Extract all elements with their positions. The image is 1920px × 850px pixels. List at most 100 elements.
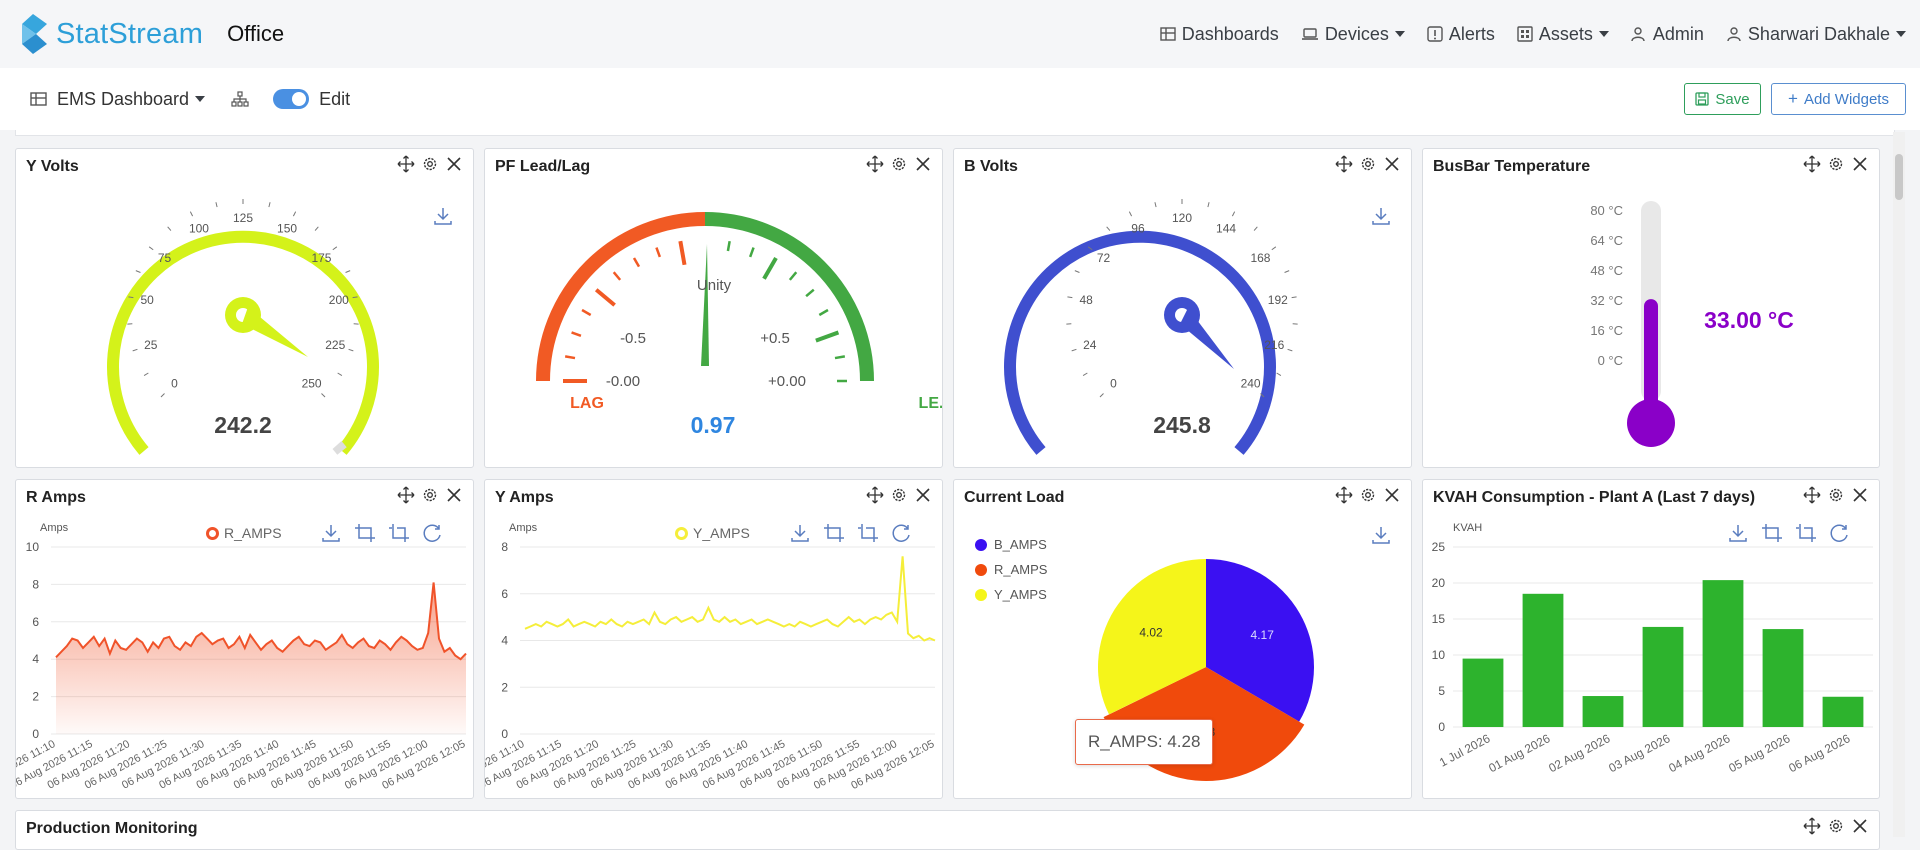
close-icon[interactable]	[1383, 155, 1401, 173]
chart-toolbox	[320, 523, 444, 543]
pie-legend-label: R_AMPS	[994, 562, 1048, 577]
pf-tick	[680, 241, 684, 265]
gear-icon[interactable]	[1359, 486, 1377, 504]
download-icon[interactable]	[1371, 206, 1391, 226]
download-icon[interactable]	[1371, 525, 1391, 545]
widget-title: R Amps	[26, 489, 86, 507]
close-icon[interactable]	[1851, 155, 1869, 173]
nav-dashboards[interactable]: Dashboards	[1160, 24, 1279, 45]
nav-alerts[interactable]: Alerts	[1427, 24, 1495, 45]
y-amps-legend[interactable]: Y_AMPS	[675, 525, 750, 541]
y-axis-label: Amps	[509, 522, 538, 534]
gauge-tick	[1072, 349, 1077, 351]
download-icon[interactable]	[320, 523, 342, 543]
y-tick-label: 10	[26, 540, 40, 554]
vertical-scrollbar[interactable]	[1893, 132, 1905, 837]
alert-icon	[1427, 26, 1443, 42]
gauge-tick	[1100, 393, 1104, 397]
zoom-area-icon[interactable]	[823, 523, 845, 543]
widget-controls	[860, 486, 932, 504]
gear-icon[interactable]	[421, 155, 439, 173]
nav-devices[interactable]: Devices	[1301, 24, 1405, 45]
gauge-tick	[1075, 271, 1080, 273]
move-icon[interactable]	[1335, 486, 1353, 504]
brand-name: StatStream	[56, 18, 203, 51]
r-amps-legend[interactable]: R_AMPS	[206, 525, 282, 541]
zoom-area-icon[interactable]	[1761, 523, 1783, 543]
gauge-tick	[315, 227, 318, 231]
brand[interactable]: StatStream	[14, 13, 203, 55]
save-button[interactable]: Save	[1684, 83, 1761, 115]
move-icon[interactable]	[397, 155, 415, 173]
gauge-tick	[1067, 297, 1072, 298]
nav-user-menu[interactable]: Sharwari Dakhale	[1726, 24, 1906, 45]
widget-controls	[1797, 486, 1869, 504]
move-icon[interactable]	[1803, 155, 1821, 173]
close-icon[interactable]	[1851, 817, 1869, 835]
zoom-reset-icon[interactable]	[388, 523, 410, 543]
move-icon[interactable]	[1335, 155, 1353, 173]
move-icon[interactable]	[397, 486, 415, 504]
busbar-temperature-value: 33.00 °C	[1704, 307, 1794, 333]
chevron-down-icon	[1395, 31, 1405, 37]
gear-icon[interactable]	[1359, 155, 1377, 173]
dashboard-grid-icon	[1160, 26, 1176, 42]
pf-tick	[634, 258, 639, 267]
zoom-reset-icon[interactable]	[1795, 523, 1817, 543]
x-tick-label: 01 Aug 2026	[1486, 731, 1552, 775]
edit-toggle[interactable]	[273, 89, 309, 109]
move-icon[interactable]	[1803, 817, 1821, 835]
close-icon[interactable]	[1851, 486, 1869, 504]
hierarchy-icon[interactable]	[231, 91, 249, 107]
pie-legend-label: Y_AMPS	[994, 587, 1047, 602]
move-icon[interactable]	[866, 155, 884, 173]
nav-admin[interactable]: Admin	[1631, 24, 1704, 45]
close-icon[interactable]	[445, 486, 463, 504]
download-icon[interactable]	[789, 523, 811, 543]
zoom-reset-icon[interactable]	[857, 523, 879, 543]
scrollbar-thumb[interactable]	[1895, 154, 1903, 200]
close-icon[interactable]	[1383, 486, 1401, 504]
zoom-area-icon[interactable]	[354, 523, 376, 543]
nav-assets[interactable]: Assets	[1517, 24, 1609, 45]
dashboard-selector[interactable]: EMS Dashboard	[30, 89, 205, 110]
gauge-tick-label: 72	[1097, 251, 1111, 265]
gauge-tick	[1285, 271, 1290, 273]
widget-body: Unity -0.5 +0.5 -0.00 +0.00 LAG LE. 0.97	[485, 186, 942, 467]
refresh-icon[interactable]	[891, 523, 913, 543]
edit-label: Edit	[319, 89, 350, 110]
gauge-tick	[333, 247, 337, 250]
move-icon[interactable]	[866, 486, 884, 504]
chevron-down-icon	[195, 96, 205, 102]
refresh-icon[interactable]	[422, 523, 444, 543]
widget-controls	[1329, 155, 1401, 173]
pf-lag-label: LAG	[570, 395, 604, 412]
widget-production-monitoring: Production Monitoring	[15, 810, 1880, 850]
close-icon[interactable]	[445, 155, 463, 173]
add-widgets-button[interactable]: + Add Widgets	[1771, 83, 1906, 115]
gear-icon[interactable]	[1827, 817, 1845, 835]
gear-icon[interactable]	[421, 486, 439, 504]
bar	[1583, 696, 1624, 727]
gear-icon[interactable]	[1827, 155, 1845, 173]
gear-icon[interactable]	[890, 486, 908, 504]
pf-tick	[764, 258, 776, 279]
widget-title: BusBar Temperature	[1433, 158, 1590, 176]
close-icon[interactable]	[914, 486, 932, 504]
site-name: Office	[227, 21, 284, 47]
save-icon	[1695, 92, 1709, 106]
gear-icon[interactable]	[1827, 486, 1845, 504]
download-icon[interactable]	[433, 206, 453, 226]
move-icon[interactable]	[1803, 486, 1821, 504]
download-icon[interactable]	[1727, 523, 1749, 543]
thermometer-scale-label: 64 °C	[1590, 233, 1623, 248]
close-icon[interactable]	[914, 155, 932, 173]
gauge-tick	[216, 202, 217, 207]
gear-icon[interactable]	[890, 155, 908, 173]
bar	[1703, 580, 1744, 727]
pf-tick	[656, 248, 659, 257]
refresh-icon[interactable]	[1829, 523, 1851, 543]
